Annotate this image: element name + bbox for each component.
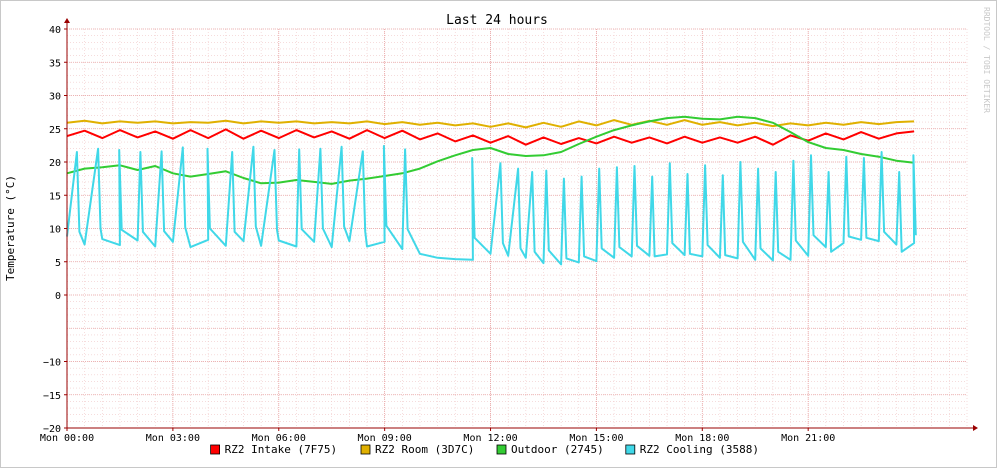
legend-swatch: [625, 444, 636, 455]
x-axis-arrow: [973, 425, 978, 431]
x-tick-label: Mon 09:00: [358, 433, 412, 444]
chart-series-layer: [66, 115, 917, 266]
x-tick-label: Mon 03:00: [146, 433, 200, 444]
y-tick-label: 15: [49, 191, 61, 202]
chart-title: Last 24 hours: [446, 13, 548, 28]
y-tick-label: 35: [49, 58, 61, 69]
legend-label: RZ2 Intake (7F75): [225, 443, 338, 456]
y-axis-label: Temperature (°C): [4, 175, 17, 281]
chart-legend: RZ2 Intake (7F75) RZ2 Room (3D7C) Outdoor …: [210, 443, 759, 456]
x-tick-label: Mon 00:00: [40, 433, 94, 444]
x-tick-label: Mon 06:00: [252, 433, 306, 444]
series-line-0: [66, 128, 915, 146]
x-tick-label: Mon 18:00: [675, 433, 729, 444]
x-tick-label: Mon 21:00: [781, 433, 835, 444]
legend-swatch: [496, 444, 507, 455]
y-tick-label: −10: [43, 358, 61, 369]
watermark-text: RRDTOOL / TOBI OETIKER: [982, 7, 991, 113]
legend-label: RZ2 Room (3D7C): [375, 443, 474, 456]
legend-label: RZ2 Cooling (3588): [640, 443, 759, 456]
chart-grid: [66, 28, 968, 429]
y-tick-label: 30: [49, 92, 61, 103]
y-tick-label: −20: [43, 424, 61, 435]
legend-label: Outdoor (2745): [511, 443, 604, 456]
x-tick-label: Mon 12:00: [463, 433, 517, 444]
x-tick-label: Mon 15:00: [569, 433, 623, 444]
chart-axes: [64, 18, 978, 431]
y-tick-label: 10: [49, 225, 61, 236]
series-line-3: [66, 145, 917, 266]
y-tick-label: 25: [49, 125, 61, 136]
y-tick-label: 20: [49, 158, 61, 169]
series-line-1: [66, 119, 915, 129]
y-tick-label: 5: [55, 258, 61, 269]
y-axis-arrow: [64, 18, 70, 23]
y-tick-label: −15: [43, 391, 61, 402]
legend-swatch: [360, 444, 371, 455]
y-tick-label: 40: [49, 25, 61, 36]
y-tick-label: 0: [55, 291, 61, 302]
legend-swatch: [210, 444, 221, 455]
